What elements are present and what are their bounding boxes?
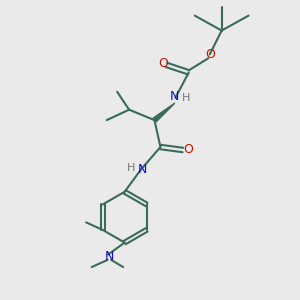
Text: H: H <box>127 163 135 173</box>
Text: O: O <box>183 143 193 156</box>
Polygon shape <box>153 103 175 122</box>
Text: O: O <box>205 48 215 61</box>
Text: N: N <box>170 90 179 103</box>
Text: N: N <box>138 163 147 176</box>
Text: O: O <box>158 57 168 70</box>
Text: H: H <box>182 93 190 103</box>
Text: N: N <box>105 250 114 262</box>
